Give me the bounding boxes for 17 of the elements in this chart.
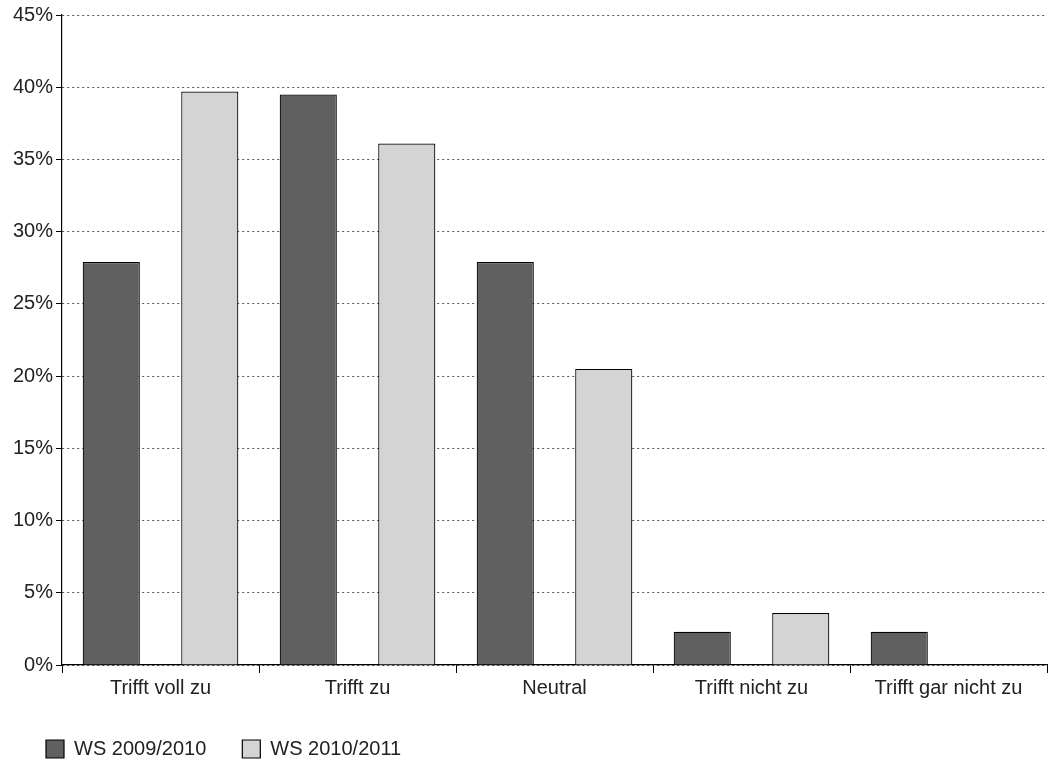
y-tick-label: 5% bbox=[24, 580, 54, 603]
y-tick-label: 40% bbox=[13, 74, 54, 97]
y-tick-label: 20% bbox=[13, 363, 54, 386]
x-tick-label: Trifft zu bbox=[324, 675, 391, 698]
x-tick-label: Trifft nicht zu bbox=[694, 675, 809, 698]
legend-label: WS 2010/2011 bbox=[270, 736, 402, 759]
x-tick-label: Trifft voll zu bbox=[109, 675, 212, 698]
y-tick-label: 10% bbox=[13, 508, 54, 531]
x-tick-label: Neutral bbox=[522, 675, 587, 698]
y-tick-label: 25% bbox=[13, 291, 54, 314]
y-tick-label: 0% bbox=[24, 652, 54, 675]
y-tick-label: 45% bbox=[13, 2, 54, 25]
legend-label: WS 2009/2010 bbox=[74, 736, 207, 759]
y-tick-label: 35% bbox=[13, 146, 54, 169]
y-tick-label: 15% bbox=[13, 435, 54, 458]
x-tick-label: Trifft gar nicht zu bbox=[874, 675, 1023, 698]
y-tick-label: 30% bbox=[13, 219, 54, 242]
